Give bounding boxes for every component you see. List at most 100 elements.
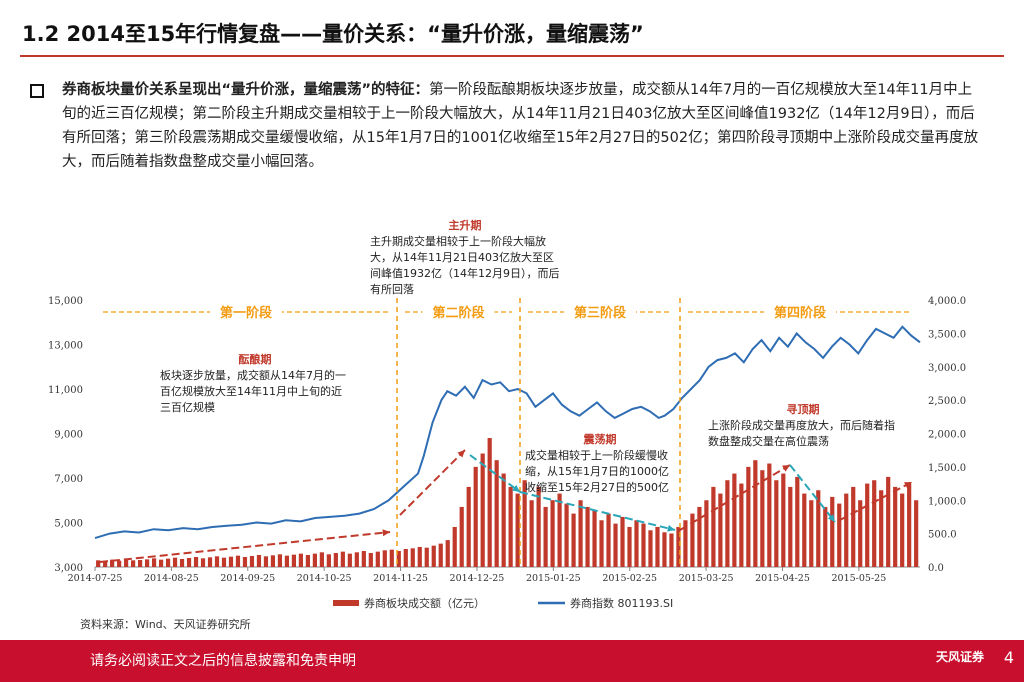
volume-bar — [459, 506, 464, 567]
volume-bar — [263, 556, 269, 567]
page-title: 1.2 2014至15年行情复盘——量价关系：“量升价涨，量缩震荡” — [22, 22, 644, 46]
page-number: 4 — [1003, 648, 1014, 667]
volume-bar — [697, 506, 702, 567]
legend-line-label: 券商指数 801193.SI — [570, 596, 673, 610]
trend-arrow-fall-head — [512, 484, 520, 492]
trend-arrow-brewing — [99, 531, 391, 563]
volume-bar — [767, 463, 772, 567]
annotation-main-rise-text: 主升期成交量相较于上一阶段大幅放大，从14年11月21日403亿放大至区间峰值1… — [370, 235, 560, 296]
volume-bar — [144, 559, 150, 567]
volume-bar — [522, 480, 527, 567]
x-axis-tick-label: 2014-09-25 — [220, 573, 275, 584]
volume-bar — [683, 520, 688, 567]
volume-bar — [480, 453, 485, 567]
x-axis-tick-label: 2014-10-25 — [297, 573, 352, 584]
volume-bar — [648, 530, 653, 567]
footer-logo-text: 天风证券 — [935, 650, 984, 664]
volume-bar — [110, 559, 115, 567]
legend-bar-swatch — [333, 600, 359, 606]
trend-arrow-brewing-head — [382, 529, 390, 537]
volume-bar — [536, 486, 541, 567]
volume-bar — [627, 526, 632, 567]
volume-bar — [564, 503, 569, 567]
volume-bar — [571, 513, 576, 567]
right-axis-tick-label: 2,000.0 — [928, 430, 966, 441]
right-axis-tick-label: 1,500.0 — [928, 463, 966, 474]
volume-bar — [96, 560, 101, 567]
volume-bar — [165, 558, 171, 567]
phase-label: 第三阶段 — [574, 305, 626, 321]
volume-bar — [879, 490, 884, 567]
volume-bar — [830, 496, 835, 567]
annotation-brewing: 酝酿期 板块逐步放量，成交额从14年7月的一百亿规模放大至14年11月中上旬的近… — [160, 352, 350, 416]
footer-bar: 请务必阅读正文之后的信息披露和免责申明 天风证券 4 — [0, 640, 1024, 682]
volume-bar — [172, 557, 178, 567]
volume-bar — [669, 533, 674, 567]
volume-bar — [585, 506, 590, 567]
volume-bar — [788, 486, 793, 567]
volume-bar — [228, 556, 234, 567]
volume-bar — [809, 500, 814, 567]
volume-bar — [312, 553, 317, 567]
volume-bar — [739, 483, 744, 567]
volume-bar — [207, 557, 213, 567]
volume-bar — [774, 480, 779, 567]
left-axis-tick-label: 13,000 — [48, 341, 83, 352]
volume-bar — [641, 523, 646, 567]
volume-bar — [382, 550, 387, 567]
volume-bar — [326, 554, 331, 567]
volume-bar — [340, 551, 345, 567]
phase-label-bg — [210, 302, 282, 322]
volume-bar — [718, 493, 723, 567]
right-axis-tick-label: 500.0 — [928, 530, 957, 541]
volume-bar — [389, 549, 394, 567]
annotation-top: 寻顶期 上涨阶段成交量再度放大，而后随着指数盘整成交量在高位震荡 — [708, 402, 898, 450]
left-axis-tick-label: 7,000 — [54, 474, 83, 485]
volume-bar — [844, 493, 849, 567]
left-axis-tick-label: 3,000 — [54, 563, 83, 574]
phase-label-bg — [422, 302, 495, 322]
volume-bar — [550, 500, 555, 567]
annotation-main-rise: 主升期 主升期成交量相较于上一阶段大幅放大，从14年11月21日403亿放大至区… — [370, 218, 560, 298]
volume-bar — [543, 506, 548, 567]
volume-bar — [865, 483, 870, 567]
volume-bar — [186, 557, 192, 567]
volume-bar — [711, 486, 716, 567]
volume-bar — [578, 500, 583, 567]
x-axis-tick-label: 2015-02-25 — [602, 573, 657, 584]
right-axis-tick-label: 3,000.0 — [928, 363, 966, 374]
left-axis-tick-label: 15,000 — [48, 296, 83, 307]
volume-bar — [781, 473, 786, 567]
volume-bar — [124, 558, 129, 567]
volume-bar — [368, 552, 373, 567]
volume-bar — [858, 500, 863, 567]
index-line — [94, 325, 921, 540]
annotation-shock-head: 震荡期 — [583, 433, 617, 446]
annotation-main-rise-head: 主升期 — [448, 219, 482, 232]
footer-logo: 天风证券 — [936, 648, 984, 665]
annotation-shock-text: 成交量相较于上一阶段缓慢收缩，从15年1月7日的1000亿收缩至15年2月27日… — [525, 449, 669, 494]
annotation-brewing-head: 酝酿期 — [238, 353, 272, 366]
left-axis-tick-label: 9,000 — [54, 430, 83, 441]
source-note: 资料来源：Wind、天风证券研究所 — [80, 618, 251, 631]
volume-bar — [410, 548, 415, 567]
volume-bar — [732, 473, 737, 567]
volume-bar — [333, 552, 338, 567]
annotation-brewing-text: 板块逐步放量，成交额从14年7月的一百亿规模放大至14年11月中上旬的近三百亿规… — [160, 369, 346, 414]
volume-bar — [214, 556, 220, 567]
trend-arrow-top-rise2 — [839, 481, 913, 521]
volume-bar — [501, 473, 506, 567]
right-axis-tick-label: 0.0 — [928, 563, 944, 574]
volume-bar — [221, 557, 227, 567]
volume-bar — [872, 480, 877, 567]
volume-bar — [473, 466, 478, 567]
volume-bar — [529, 500, 534, 567]
trend-arrow-fall — [469, 454, 521, 493]
volume-bar — [466, 486, 471, 567]
volume-bar — [487, 438, 492, 567]
volume-bar — [131, 560, 136, 567]
volume-bar — [179, 558, 185, 567]
right-axis-tick-label: 3,500.0 — [928, 329, 966, 340]
x-axis-tick-label: 2014-11-25 — [373, 573, 428, 584]
volume-bar — [249, 555, 255, 567]
